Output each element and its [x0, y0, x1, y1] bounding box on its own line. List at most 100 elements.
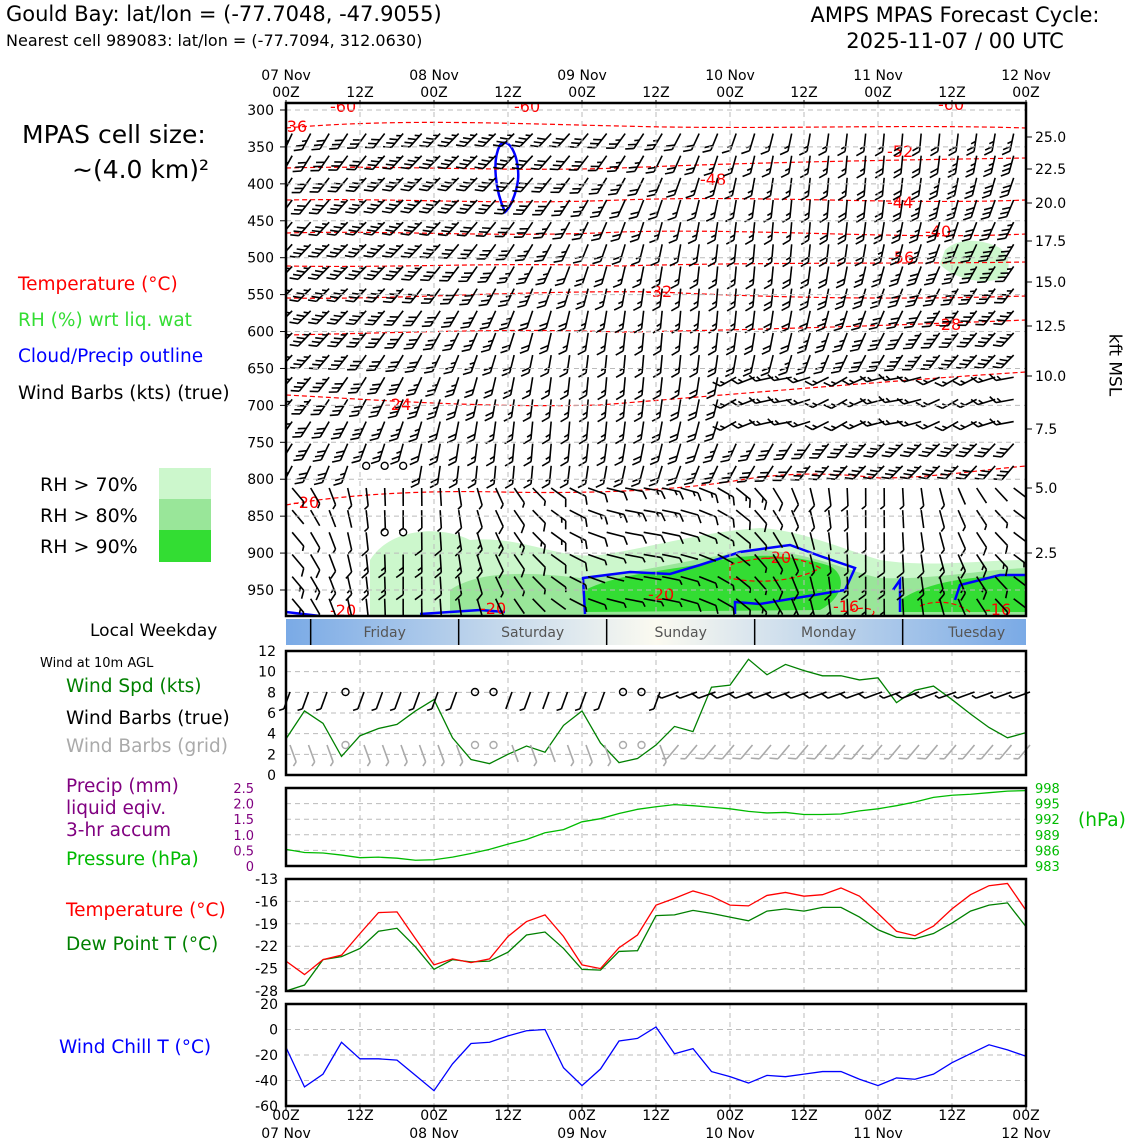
wind-barb: [518, 310, 534, 332]
barb-feather: [685, 194, 695, 199]
barb-staff: [680, 575, 699, 583]
barb-feather: [632, 305, 642, 312]
barb-staff: [889, 465, 904, 480]
barb-feather: [989, 373, 997, 382]
wind-barb: [326, 265, 349, 280]
wind-barb: [311, 133, 330, 151]
barb-staff: [346, 532, 353, 551]
barb-feather: [652, 394, 661, 401]
dewpoint-line: [285, 902, 1027, 992]
barb-staff: [824, 288, 830, 307]
barb-half-feather: [951, 334, 957, 337]
wind-barb: [879, 598, 886, 616]
barb-feather: [689, 389, 698, 395]
barb-staff: [909, 354, 922, 371]
barb-feather: [922, 303, 932, 307]
barb-staff: [677, 266, 682, 285]
barb-staff: [762, 465, 774, 482]
barb-feather: [650, 261, 659, 267]
wind-barb: [558, 332, 571, 355]
barb-staff: [474, 465, 478, 484]
barb-feather: [370, 460, 380, 465]
barb-feather: [994, 280, 1004, 283]
barb-feather: [520, 344, 530, 350]
barb-feather: [385, 185, 395, 188]
wind-barb: [457, 598, 463, 616]
barb-staff: [790, 691, 809, 699]
wind-barb: [467, 465, 478, 489]
calm-circle: [489, 740, 498, 750]
barb-feather: [499, 326, 508, 331]
wind-barb: [837, 133, 848, 157]
height-tick-label: 12.5: [1035, 319, 1066, 335]
barb-feather: [929, 189, 938, 196]
wind-barb: [615, 421, 626, 445]
barb-feather: [333, 482, 342, 486]
barb-staff: [844, 222, 848, 241]
barb-feather: [564, 542, 567, 552]
wind-barb: [742, 155, 756, 178]
barb-staff: [980, 744, 994, 760]
barb-staff: [587, 598, 606, 606]
barb-feather: [742, 172, 751, 178]
barb-feather: [744, 345, 753, 351]
wind-barb: [861, 487, 867, 510]
barb-half-feather: [679, 602, 683, 608]
barb-half-feather: [793, 377, 799, 382]
barb-staff: [318, 155, 330, 172]
barb-half-feather: [380, 566, 386, 572]
barb-staff: [748, 133, 756, 152]
barb-feather: [443, 321, 453, 324]
wind-speed-line: [285, 658, 1027, 765]
barb-feather: [350, 437, 359, 441]
barb-feather: [869, 469, 879, 473]
barb-staff: [844, 177, 848, 196]
temp-label: -24: [385, 395, 411, 414]
barb-staff: [300, 421, 312, 438]
wind-barb: [513, 221, 534, 239]
barb-feather: [907, 260, 917, 266]
barb-feather: [295, 144, 305, 147]
wind-barb: [772, 465, 793, 482]
barb-half-feather: [303, 333, 309, 336]
barb-feather: [558, 349, 567, 355]
wind-barb: [761, 155, 774, 178]
barb-feather: [832, 348, 841, 353]
barb-feather: [909, 295, 919, 299]
wind-barb: [808, 487, 816, 513]
barb-feather: [523, 483, 532, 489]
barb-staff: [903, 398, 922, 405]
barb-staff: [859, 288, 867, 307]
grid-wind-barb: [307, 744, 316, 767]
wind-barb: [606, 509, 628, 523]
barb-staff: [717, 598, 734, 609]
legend-rh: RH (%) wrt liq. wat: [18, 310, 192, 331]
barb-staff: [540, 199, 552, 216]
barb-feather: [815, 449, 824, 451]
barb-feather: [744, 327, 753, 334]
wind-barb: [532, 598, 546, 613]
bottom-hour-label: 00Z: [716, 1108, 743, 1124]
barb-feather: [915, 401, 924, 408]
barb-staff: [378, 443, 386, 462]
barb-half-feather: [542, 273, 549, 276]
barb-feather: [878, 373, 886, 381]
wind-barb: [513, 509, 526, 534]
wind-barb: [993, 465, 1015, 481]
barb-feather: [670, 283, 679, 290]
barb-half-feather: [728, 494, 731, 500]
barb-staff: [674, 199, 682, 218]
barb-staff: [792, 398, 811, 406]
barb-feather: [814, 470, 824, 473]
grid-wind-barb: [289, 744, 297, 767]
barb-staff: [581, 266, 589, 284]
barb-half-feather: [711, 256, 717, 261]
barb-staff: [408, 199, 423, 214]
grid-wind-barb: [806, 744, 828, 760]
bottom-hour-label: 12Z: [642, 1108, 669, 1124]
wind-barb: [606, 531, 628, 546]
barb-feather: [981, 337, 990, 340]
barb-feather: [623, 514, 628, 523]
wind-barb: [994, 598, 1009, 616]
barb-staff: [560, 221, 571, 239]
